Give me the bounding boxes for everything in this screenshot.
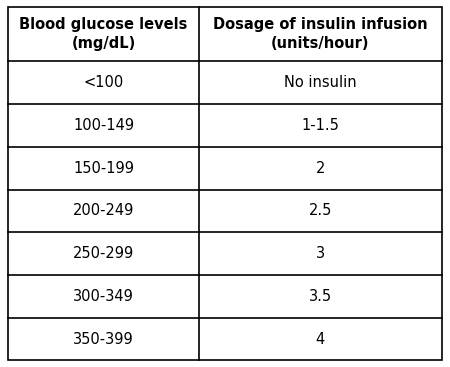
Text: 300-349: 300-349 [73, 289, 134, 304]
Text: No insulin: No insulin [284, 75, 357, 90]
Text: <100: <100 [83, 75, 124, 90]
Text: 250-299: 250-299 [73, 246, 134, 261]
Text: Dosage of insulin infusion
(units/hour): Dosage of insulin infusion (units/hour) [213, 17, 428, 51]
Text: 3: 3 [316, 246, 325, 261]
Text: 2.5: 2.5 [309, 203, 332, 218]
Text: Blood glucose levels
(mg/dL): Blood glucose levels (mg/dL) [19, 17, 188, 51]
Text: 3.5: 3.5 [309, 289, 332, 304]
Text: 350-399: 350-399 [73, 331, 134, 346]
Text: 100-149: 100-149 [73, 118, 134, 133]
Text: 4: 4 [316, 331, 325, 346]
Text: 150-199: 150-199 [73, 161, 134, 176]
Text: 1-1.5: 1-1.5 [302, 118, 339, 133]
Text: 200-249: 200-249 [73, 203, 134, 218]
Text: 2: 2 [316, 161, 325, 176]
